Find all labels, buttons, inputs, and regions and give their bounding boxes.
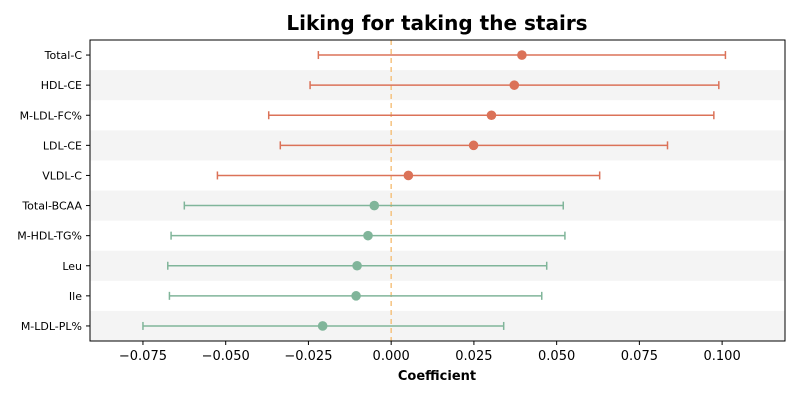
y-tick-label: Leu [62,260,82,273]
estimate-point [363,230,373,241]
forest-row [183,200,565,211]
x-tick-label: −0.050 [202,349,250,364]
y-tick-label: Ile [69,290,82,303]
forest-row [216,170,601,181]
estimate-point [351,291,361,301]
forest-row [142,321,505,331]
y-tick-label: M-LDL-FC% [20,109,82,122]
chart-title: Liking for taking the stairs [286,11,587,35]
forest-row [168,291,543,301]
y-tick-label: Total-BCAA [21,200,82,213]
forest-row [317,50,727,60]
forest-row [167,260,548,271]
x-tick-label: 0.100 [704,349,741,364]
estimate-point [403,170,414,181]
x-tick-label: 0.050 [538,349,575,364]
x-tick-label: 0.000 [373,349,410,364]
y-tick-label: M-LDL-PL% [21,320,82,333]
x-tick-label: −0.025 [284,349,332,364]
forest-row [267,110,715,121]
forest-row [309,80,720,90]
x-tick-label: 0.025 [455,349,492,364]
y-tick-label: Total-C [44,49,83,62]
y-tick-label: HDL-CE [41,79,82,92]
estimate-point [509,80,520,90]
x-tick-label: 0.075 [621,349,658,364]
y-axis: Total-C HDL-CE M-LDL-FC% LDL-CE VLDL-C Total-… [17,49,90,333]
estimate-point [317,321,328,331]
x-axis: −0.075 −0.050 −0.025 0.000 0.025 0.050 0.075 0.… [119,341,741,364]
forest-row [170,230,566,241]
y-tick-label: VLDL-C [42,169,82,182]
forest-row [279,140,669,151]
estimate-point [468,140,479,151]
y-tick-label: LDL-CE [43,139,82,152]
x-axis-title: Coefficient [398,369,476,384]
estimate-point [369,200,380,211]
estimate-point [486,110,497,121]
estimate-point [517,50,527,60]
plot-frame [89,39,786,342]
y-tick-label: M-HDL-TG% [17,230,82,243]
data-rows [142,50,727,331]
estimate-point [352,260,362,271]
x-tick-label: −0.075 [119,349,167,364]
